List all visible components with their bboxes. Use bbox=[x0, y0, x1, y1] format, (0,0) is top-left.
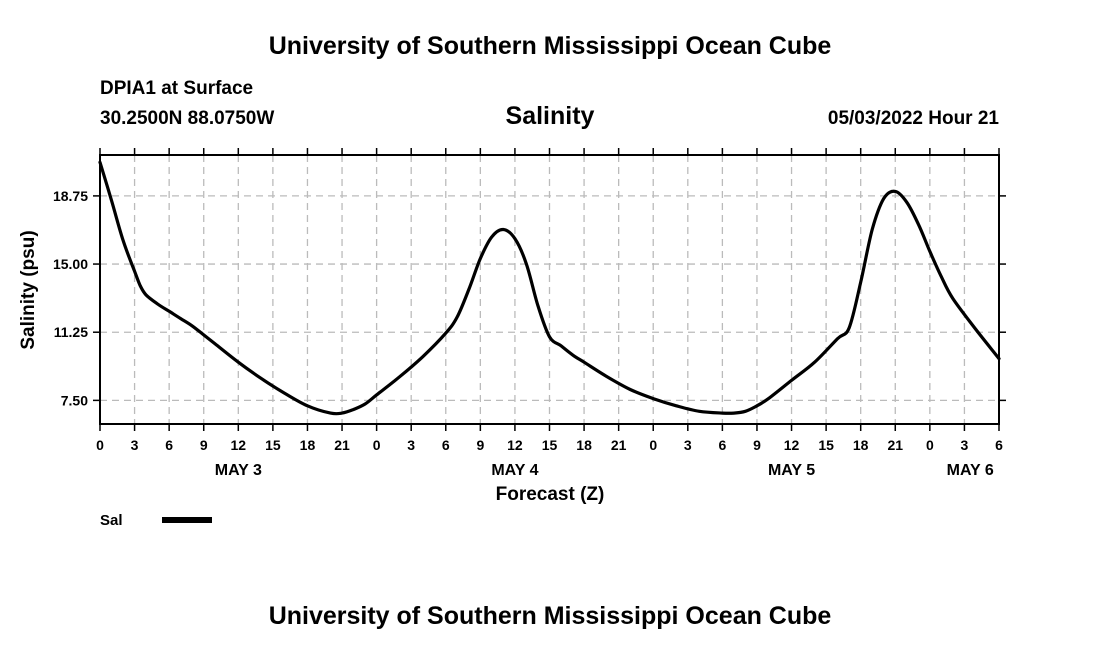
date-label: MAY 5 bbox=[768, 462, 815, 479]
x-tick-label: 15 bbox=[542, 437, 558, 453]
x-tick-label: 0 bbox=[96, 437, 104, 453]
x-tick-label: 12 bbox=[231, 437, 247, 453]
y-axis-label: Salinity (psu) bbox=[18, 230, 39, 349]
station-coords: 30.2500N 88.0750W bbox=[100, 108, 274, 129]
footer-title: University of Southern Mississippi Ocean… bbox=[269, 602, 832, 630]
x-axis-label: Forecast (Z) bbox=[496, 484, 605, 505]
grid-lines bbox=[100, 155, 999, 424]
x-tick-label: 3 bbox=[407, 437, 415, 453]
chart-title: Salinity bbox=[506, 102, 595, 130]
x-tick-label: 6 bbox=[442, 437, 450, 453]
legend-label: Sal bbox=[100, 512, 123, 529]
station-name: DPIA1 at Surface bbox=[100, 78, 253, 99]
x-tick-label: 18 bbox=[300, 437, 316, 453]
date-label: MAY 6 bbox=[947, 462, 994, 479]
x-tick-label: 21 bbox=[334, 437, 350, 453]
y-tick-label: 7.50 bbox=[61, 392, 88, 408]
date-label: MAY 4 bbox=[491, 462, 538, 479]
y-tick-labels: 7.50 11.25 15.00 18.75 bbox=[53, 188, 88, 408]
x-tick-label: 15 bbox=[265, 437, 281, 453]
x-tick-label: 3 bbox=[684, 437, 692, 453]
x-tick-label: 15 bbox=[818, 437, 834, 453]
x-tick-label: 0 bbox=[649, 437, 657, 453]
x-tick-label: 9 bbox=[200, 437, 208, 453]
x-tick-label: 6 bbox=[995, 437, 1003, 453]
main-title: University of Southern Mississippi Ocean… bbox=[269, 32, 832, 60]
x-tick-label: 21 bbox=[611, 437, 627, 453]
x-tick-label: 12 bbox=[507, 437, 523, 453]
y-tick-label: 15.00 bbox=[53, 256, 88, 272]
x-tick-label: 3 bbox=[131, 437, 139, 453]
y-tick-label: 18.75 bbox=[53, 188, 88, 204]
axis-ticks bbox=[93, 148, 1006, 431]
x-tick-label: 18 bbox=[853, 437, 869, 453]
x-tick-label: 6 bbox=[718, 437, 726, 453]
x-tick-label: 9 bbox=[753, 437, 761, 453]
x-tick-label: 3 bbox=[961, 437, 969, 453]
forecast-timestamp: 05/03/2022 Hour 21 bbox=[828, 108, 1000, 129]
x-tick-label: 6 bbox=[165, 437, 173, 453]
date-labels: MAY 3 MAY 4 MAY 5 MAY 6 bbox=[215, 462, 994, 479]
x-tick-label: 9 bbox=[476, 437, 484, 453]
date-label: MAY 3 bbox=[215, 462, 262, 479]
x-tick-label: 12 bbox=[784, 437, 800, 453]
x-tick-label: 21 bbox=[887, 437, 903, 453]
x-tick-label: 0 bbox=[373, 437, 381, 453]
x-tick-label: 18 bbox=[576, 437, 592, 453]
salinity-series-line bbox=[98, 160, 1001, 416]
y-tick-label: 11.25 bbox=[54, 324, 88, 340]
x-tick-label: 0 bbox=[926, 437, 934, 453]
x-tick-labels: 0 3 6 9 12 15 18 21 0 3 6 9 12 15 18 21 0 3 6 9 12 15 18 21 0 3 6 bbox=[96, 437, 1003, 453]
plot-frame bbox=[99, 154, 1000, 425]
